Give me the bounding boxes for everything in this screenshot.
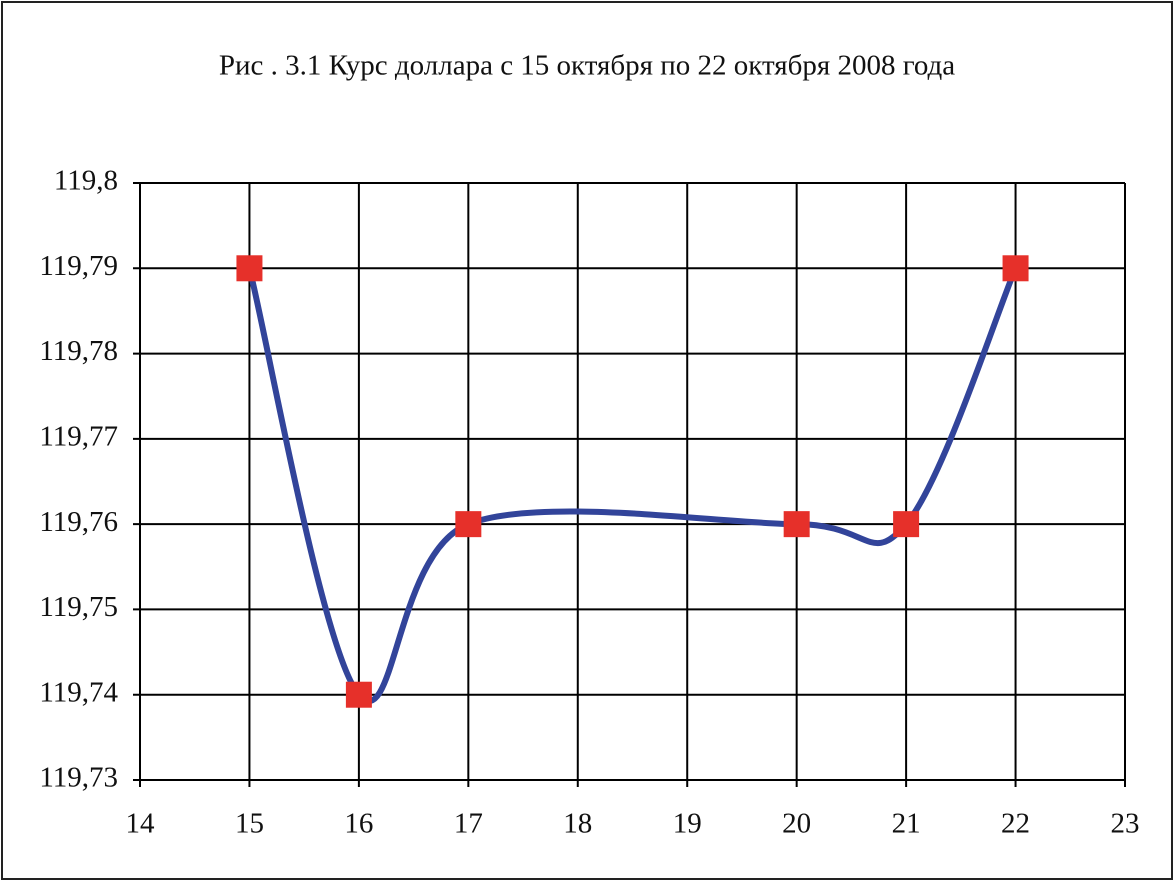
y-tick-label: 119,73 bbox=[39, 762, 118, 794]
y-tick-label: 119,77 bbox=[39, 421, 118, 453]
x-tick-label: 14 bbox=[126, 808, 156, 840]
data-marker bbox=[236, 255, 263, 282]
data-marker bbox=[455, 511, 482, 538]
data-marker bbox=[893, 511, 920, 538]
x-tick-label: 21 bbox=[892, 808, 921, 840]
x-tick-label: 20 bbox=[782, 808, 811, 840]
x-tick-label: 17 bbox=[454, 808, 483, 840]
x-tick-label: 19 bbox=[673, 808, 702, 840]
y-tick-label: 119,76 bbox=[39, 506, 118, 538]
x-tick-label: 16 bbox=[344, 808, 373, 840]
x-tick-label: 22 bbox=[1001, 808, 1030, 840]
y-tick-label: 119,78 bbox=[39, 335, 118, 367]
y-tick-label: 119,74 bbox=[39, 676, 118, 708]
data-marker bbox=[345, 681, 372, 708]
chart-title: Рис . 3.1 Курс доллара с 15 октября по 2… bbox=[219, 50, 955, 82]
data-marker bbox=[783, 511, 810, 538]
data-marker bbox=[1002, 255, 1029, 282]
y-tick-label: 119,79 bbox=[39, 250, 118, 282]
y-tick-label: 119,75 bbox=[39, 591, 118, 623]
y-tick-label: 119,8 bbox=[54, 165, 118, 197]
x-tick-label: 23 bbox=[1111, 808, 1140, 840]
x-tick-label: 18 bbox=[563, 808, 592, 840]
x-tick-label: 15 bbox=[235, 808, 264, 840]
